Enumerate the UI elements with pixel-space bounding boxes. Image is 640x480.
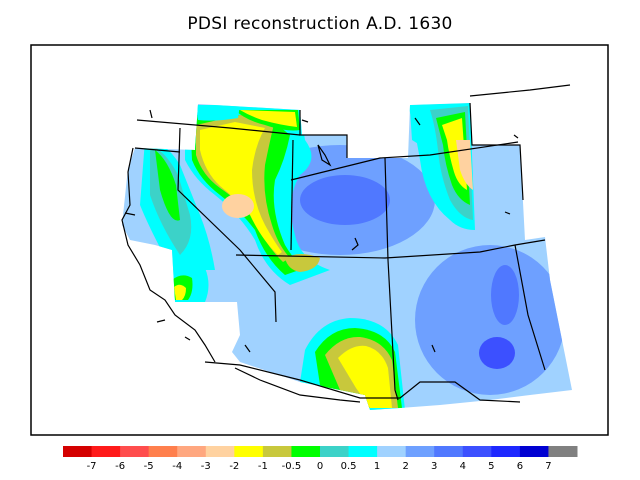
legend-swatch bbox=[548, 446, 578, 457]
legend-swatch bbox=[120, 446, 150, 457]
legend-tick-label: -4 bbox=[172, 461, 182, 472]
legend-swatch bbox=[63, 446, 93, 457]
legend-tick-label: 3 bbox=[431, 461, 437, 472]
lakes-and-islands bbox=[124, 109, 519, 353]
legend-colorbar: -7 -6 -5 -4 -3 -2 -1 -0.5 0 0.5 1 2 3 4 5 6 7 bbox=[63, 446, 578, 472]
map-title: PDSI reconstruction A.D. 1630 bbox=[187, 14, 453, 34]
legend-swatch bbox=[434, 446, 464, 457]
legend-swatch bbox=[405, 446, 435, 457]
legend-tick-label: 0.5 bbox=[341, 461, 357, 472]
legend-swatch bbox=[348, 446, 378, 457]
legend-tick-label: -0.5 bbox=[282, 461, 302, 472]
legend-tick-label: 2 bbox=[402, 461, 408, 472]
legend-swatch bbox=[462, 446, 492, 457]
legend-swatch bbox=[519, 446, 549, 457]
legend-tick-label: -5 bbox=[144, 461, 154, 472]
legend-tick-label: 4 bbox=[460, 461, 466, 472]
legend-tick-label: -3 bbox=[201, 461, 211, 472]
legend-swatch bbox=[262, 446, 292, 457]
legend-tick-label: 5 bbox=[488, 461, 494, 472]
legend-tick-label: 0 bbox=[317, 461, 323, 472]
state-boundaries bbox=[121, 84, 571, 403]
legend-tick-label: -6 bbox=[115, 461, 125, 472]
legend-tick-label: -2 bbox=[229, 461, 239, 472]
legend-tick-label: -1 bbox=[258, 461, 268, 472]
legend-swatch bbox=[91, 446, 121, 457]
legend-tick-label: 1 bbox=[374, 461, 380, 472]
pdsi-field bbox=[122, 103, 572, 410]
legend-swatch bbox=[205, 446, 235, 457]
legend-swatch bbox=[291, 446, 321, 457]
legend-swatch bbox=[320, 446, 350, 457]
legend-tick-label: 6 bbox=[517, 461, 523, 472]
legend-swatch bbox=[234, 446, 264, 457]
legend-tick-label: 7 bbox=[545, 461, 551, 472]
legend-swatch bbox=[177, 446, 207, 457]
legend-tick-label: -7 bbox=[87, 461, 97, 472]
legend-swatch bbox=[491, 446, 521, 457]
legend-swatch bbox=[377, 446, 407, 457]
legend-swatch bbox=[148, 446, 178, 457]
